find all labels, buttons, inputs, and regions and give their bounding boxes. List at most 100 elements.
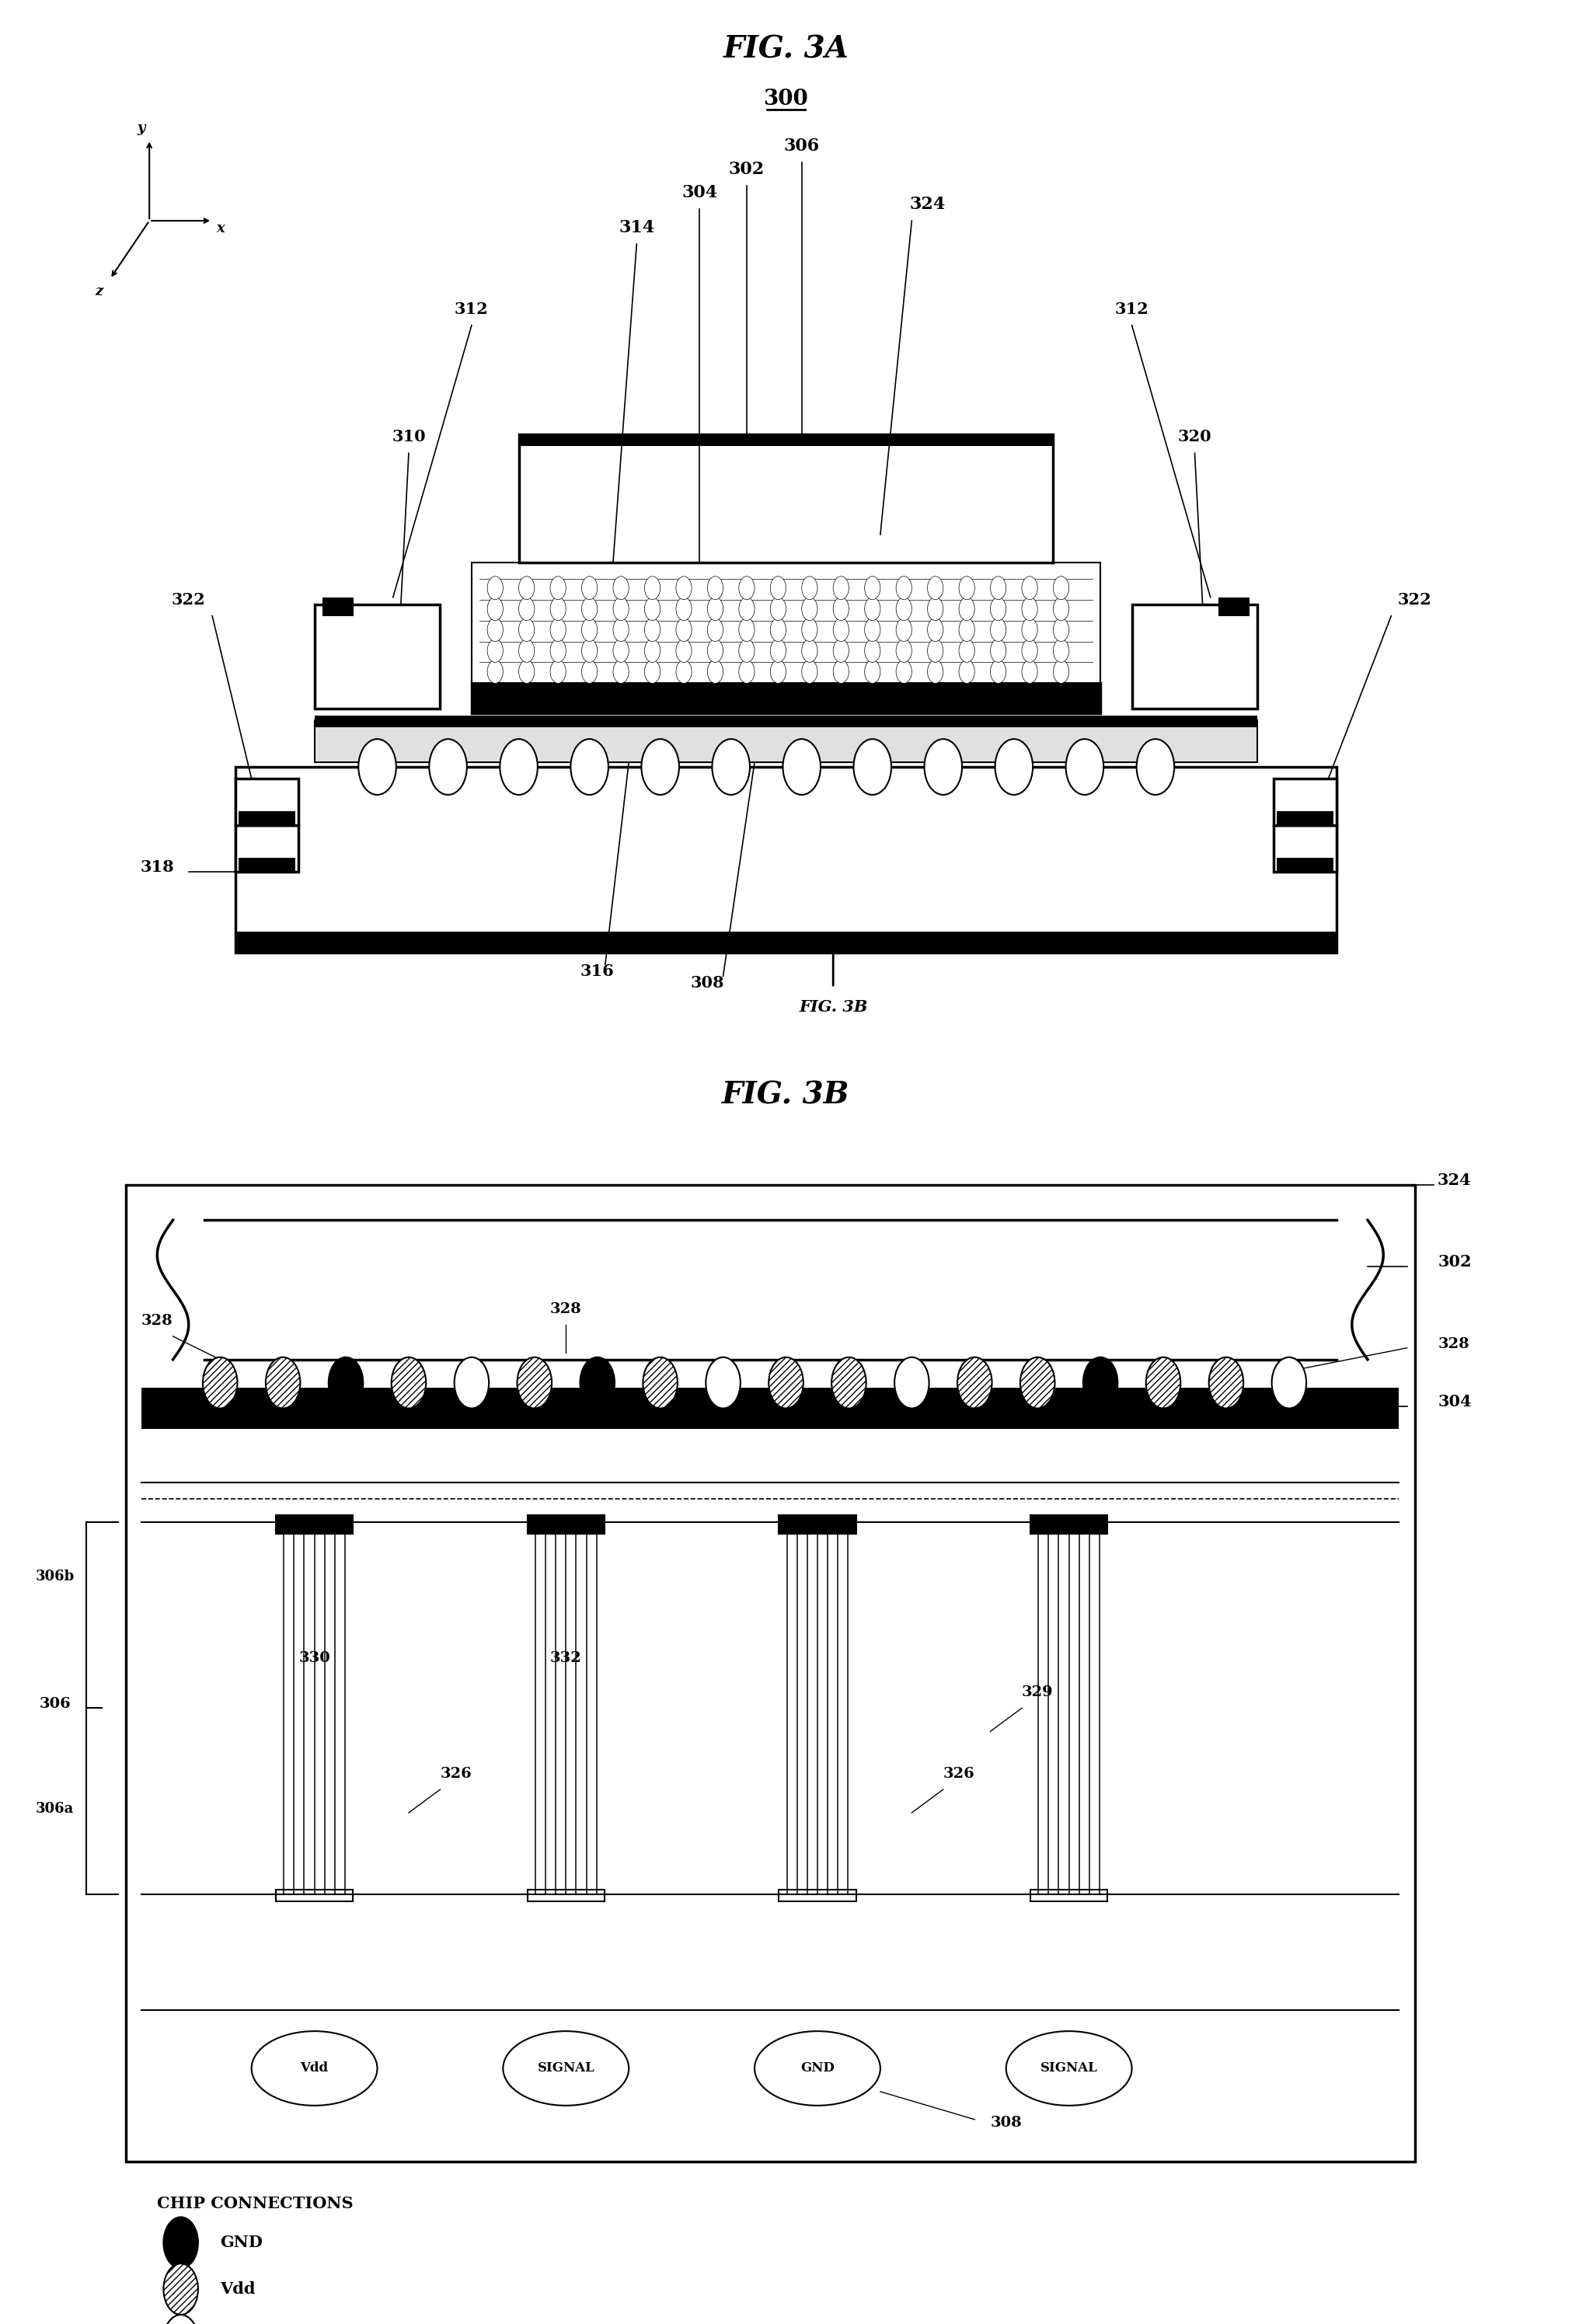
Text: SIGNAL: SIGNAL <box>538 2061 594 2075</box>
Circle shape <box>571 739 608 795</box>
Circle shape <box>1022 597 1038 621</box>
Circle shape <box>770 576 786 600</box>
Circle shape <box>613 618 629 641</box>
Circle shape <box>802 576 817 600</box>
Circle shape <box>676 639 692 662</box>
FancyBboxPatch shape <box>1273 779 1336 825</box>
FancyBboxPatch shape <box>1276 811 1333 825</box>
Circle shape <box>957 1357 992 1408</box>
Circle shape <box>1053 618 1069 641</box>
Circle shape <box>706 1357 740 1408</box>
Text: 322: 322 <box>171 593 206 607</box>
Circle shape <box>959 597 975 621</box>
Circle shape <box>927 639 943 662</box>
Circle shape <box>990 597 1006 621</box>
Text: 330: 330 <box>299 1650 330 1664</box>
Text: 310: 310 <box>391 430 426 444</box>
FancyBboxPatch shape <box>1030 1515 1107 1534</box>
Circle shape <box>770 618 786 641</box>
Circle shape <box>266 1357 300 1408</box>
Circle shape <box>1209 1357 1243 1408</box>
Circle shape <box>769 1357 803 1408</box>
Circle shape <box>924 739 962 795</box>
FancyBboxPatch shape <box>141 1387 1399 1429</box>
Circle shape <box>833 660 849 683</box>
Circle shape <box>519 639 534 662</box>
Text: 326: 326 <box>943 1766 975 1780</box>
Circle shape <box>454 1357 489 1408</box>
FancyBboxPatch shape <box>1132 604 1258 709</box>
Circle shape <box>865 639 880 662</box>
Circle shape <box>582 618 597 641</box>
FancyBboxPatch shape <box>314 720 1258 762</box>
Circle shape <box>833 597 849 621</box>
FancyBboxPatch shape <box>778 1889 855 1901</box>
Circle shape <box>739 660 755 683</box>
FancyBboxPatch shape <box>519 435 1053 446</box>
Circle shape <box>613 597 629 621</box>
FancyBboxPatch shape <box>1273 825 1336 872</box>
Circle shape <box>163 2264 198 2315</box>
Circle shape <box>550 597 566 621</box>
Text: 308: 308 <box>690 976 725 990</box>
Text: 320: 320 <box>1177 430 1212 444</box>
Circle shape <box>550 576 566 600</box>
Circle shape <box>990 576 1006 600</box>
Text: 332: 332 <box>550 1650 582 1664</box>
FancyBboxPatch shape <box>277 1515 352 1534</box>
Text: Vdd: Vdd <box>300 2061 329 2075</box>
FancyBboxPatch shape <box>322 597 354 616</box>
Circle shape <box>487 660 503 683</box>
Circle shape <box>990 639 1006 662</box>
Text: 312: 312 <box>1115 302 1149 316</box>
Circle shape <box>645 618 660 641</box>
Text: 302: 302 <box>729 160 764 179</box>
Text: GND: GND <box>800 2061 835 2075</box>
Text: SIGNAL: SIGNAL <box>1041 2061 1097 2075</box>
Circle shape <box>487 639 503 662</box>
FancyBboxPatch shape <box>1218 597 1250 616</box>
Circle shape <box>707 597 723 621</box>
Circle shape <box>739 576 755 600</box>
Text: Vdd: Vdd <box>220 2282 255 2296</box>
FancyBboxPatch shape <box>314 716 1258 727</box>
FancyBboxPatch shape <box>527 1515 604 1534</box>
Circle shape <box>770 660 786 683</box>
Text: 328: 328 <box>141 1313 173 1327</box>
Circle shape <box>959 576 975 600</box>
Text: y: y <box>137 121 146 135</box>
Circle shape <box>833 618 849 641</box>
Circle shape <box>802 660 817 683</box>
Text: 306a: 306a <box>36 1801 74 1815</box>
Circle shape <box>1022 660 1038 683</box>
Circle shape <box>1066 739 1104 795</box>
Text: FIG. 3A: FIG. 3A <box>723 35 849 65</box>
Circle shape <box>802 597 817 621</box>
Text: 306: 306 <box>39 1697 71 1710</box>
Circle shape <box>865 576 880 600</box>
Circle shape <box>896 618 912 641</box>
Circle shape <box>1083 1357 1118 1408</box>
Text: 328: 328 <box>550 1301 582 1315</box>
Circle shape <box>865 618 880 641</box>
Circle shape <box>896 597 912 621</box>
Circle shape <box>865 597 880 621</box>
Circle shape <box>645 660 660 683</box>
Circle shape <box>990 618 1006 641</box>
Text: FIG. 3B: FIG. 3B <box>799 999 868 1016</box>
Circle shape <box>1272 1357 1306 1408</box>
Text: 308: 308 <box>990 2115 1022 2129</box>
Circle shape <box>582 576 597 600</box>
Circle shape <box>550 639 566 662</box>
Text: 312: 312 <box>454 302 489 316</box>
Text: FIG. 3B: FIG. 3B <box>722 1081 850 1111</box>
Circle shape <box>1053 576 1069 600</box>
Circle shape <box>707 576 723 600</box>
FancyBboxPatch shape <box>236 932 1336 953</box>
Circle shape <box>1022 618 1038 641</box>
Circle shape <box>1146 1357 1181 1408</box>
Circle shape <box>676 618 692 641</box>
Text: GND: GND <box>220 2236 263 2250</box>
Circle shape <box>783 739 821 795</box>
Text: 306: 306 <box>784 137 819 156</box>
